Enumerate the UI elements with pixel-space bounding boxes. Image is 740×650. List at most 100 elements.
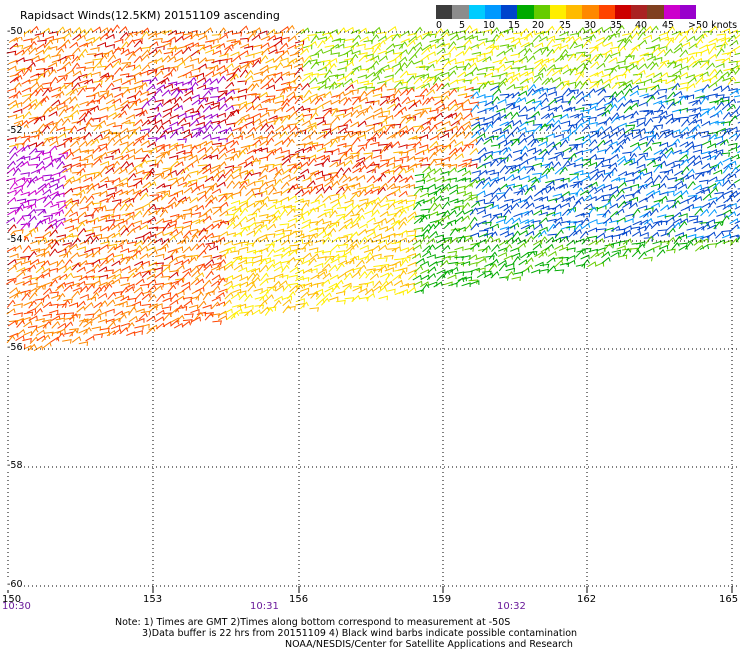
wind-barb — [539, 263, 550, 269]
wind-barb — [148, 305, 158, 313]
wind-barb — [302, 252, 312, 260]
wind-barb — [720, 152, 731, 157]
wind-barb — [162, 321, 172, 328]
wind-barb — [65, 54, 75, 60]
wind-barb — [442, 237, 453, 242]
wind-barb — [288, 111, 298, 119]
wind-barb — [575, 212, 585, 218]
wind-barb — [40, 272, 51, 279]
wind-barb — [470, 201, 481, 208]
wind-barb — [436, 273, 446, 282]
wind-barb — [567, 53, 577, 62]
wind-barb — [260, 195, 270, 204]
wind-barb — [440, 90, 451, 97]
wind-barb — [726, 104, 736, 112]
wind-barb — [426, 183, 436, 190]
wind-barb — [91, 249, 101, 258]
wind-barb — [597, 88, 607, 96]
wind-barb — [13, 90, 22, 99]
wind-barb — [20, 255, 30, 261]
wind-barb — [153, 49, 163, 57]
wind-barb — [265, 137, 275, 146]
wind-barb — [233, 264, 243, 271]
wind-barb — [217, 75, 227, 84]
wind-barb — [651, 46, 661, 54]
wind-barb — [252, 255, 263, 260]
wind-barb — [442, 60, 452, 69]
wind-barb — [289, 244, 300, 250]
wind-barb — [653, 72, 663, 78]
wind-barb — [679, 199, 689, 205]
wind-barb — [573, 180, 583, 186]
wind-barb — [411, 252, 422, 260]
wind-barb — [687, 76, 697, 84]
wind-barb — [511, 230, 521, 239]
wind-barb — [531, 89, 541, 96]
wind-barb — [260, 82, 270, 90]
wind-barb — [209, 78, 219, 85]
wind-barb — [154, 172, 165, 178]
wind-barb — [205, 242, 216, 247]
wind-barb — [308, 221, 319, 226]
wind-barb — [335, 167, 345, 176]
wind-barb — [644, 193, 654, 201]
wind-barb — [37, 123, 47, 132]
wind-barb — [189, 32, 200, 40]
wind-barb — [147, 181, 157, 189]
wind-barb — [554, 244, 564, 250]
wind-barb — [658, 220, 668, 226]
wind-barb — [355, 130, 366, 136]
wind-barb — [167, 284, 177, 293]
wind-barb — [71, 76, 81, 83]
wind-barb — [421, 125, 431, 133]
wind-barb — [76, 300, 86, 308]
wind-barb — [623, 83, 633, 91]
wind-barb — [561, 190, 571, 198]
wind-barb — [488, 104, 499, 111]
wind-barb — [175, 314, 185, 323]
wind-barb — [5, 278, 16, 285]
wind-barb — [692, 154, 702, 163]
wind-barb — [595, 251, 605, 258]
wind-barb — [651, 36, 661, 43]
wind-barb — [225, 213, 235, 219]
wind-barb — [257, 174, 268, 181]
wind-barb — [734, 34, 740, 40]
wind-barb — [554, 133, 564, 139]
wind-barb — [114, 66, 123, 75]
wind-barb — [42, 194, 52, 203]
wind-barb — [680, 206, 690, 212]
wind-barb — [356, 43, 366, 49]
wind-barb — [246, 29, 256, 35]
wind-barb — [281, 158, 291, 166]
wind-barb — [644, 223, 653, 232]
wind-barb — [629, 46, 639, 56]
wind-barb — [575, 187, 584, 196]
wind-barb — [135, 278, 145, 286]
wind-barb — [499, 44, 510, 49]
wind-barb — [370, 141, 380, 147]
wind-barb — [708, 25, 718, 34]
wind-barb — [439, 186, 450, 194]
wind-barb — [301, 75, 312, 82]
wind-barb — [210, 147, 220, 155]
wind-barb — [596, 232, 606, 239]
wind-barb — [644, 176, 654, 184]
wind-barb — [232, 67, 241, 76]
wind-barb — [30, 156, 41, 162]
wind-barb — [238, 266, 248, 273]
wind-barb — [604, 171, 614, 176]
wind-barb — [65, 89, 75, 96]
wind-barb — [526, 166, 536, 175]
wind-barb — [44, 331, 54, 337]
wind-barb — [190, 265, 200, 273]
wind-barb — [36, 196, 46, 202]
wind-barb — [232, 126, 242, 132]
wind-barb — [21, 144, 31, 152]
wind-barb — [155, 146, 166, 153]
wind-barb — [404, 175, 414, 183]
wind-barb — [175, 176, 185, 183]
colorbar-segment — [501, 5, 518, 19]
wind-barb — [681, 41, 691, 48]
wind-barb — [482, 80, 491, 89]
